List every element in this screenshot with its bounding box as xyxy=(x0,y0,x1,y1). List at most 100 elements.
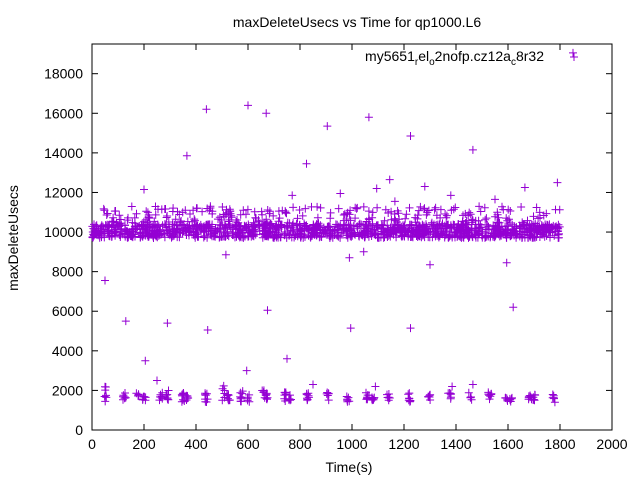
data-point xyxy=(398,221,407,230)
data-points xyxy=(88,48,577,407)
data-point xyxy=(481,215,490,224)
data-point xyxy=(127,202,136,211)
data-point xyxy=(415,232,424,241)
data-point xyxy=(420,205,428,214)
data-point xyxy=(494,213,503,222)
outlier-point xyxy=(520,183,529,192)
data-point xyxy=(548,390,557,399)
data-point xyxy=(154,222,163,231)
outlier-point xyxy=(262,109,271,118)
data-point xyxy=(201,395,210,404)
data-point xyxy=(532,232,541,241)
y-tick-label: 16000 xyxy=(44,105,83,121)
data-point xyxy=(471,230,480,239)
data-point xyxy=(493,208,502,217)
data-point xyxy=(242,210,250,219)
outlier-point xyxy=(203,326,212,334)
data-point xyxy=(290,230,299,239)
data-point xyxy=(451,203,460,212)
data-point xyxy=(334,204,343,213)
data-point xyxy=(357,220,366,229)
data-point xyxy=(182,227,190,236)
data-point xyxy=(555,205,564,214)
data-point xyxy=(261,391,270,400)
outlier-point xyxy=(468,380,477,389)
y-tick-label: 2000 xyxy=(52,382,83,398)
data-point xyxy=(336,221,345,230)
y-tick-label: 8000 xyxy=(52,264,83,280)
outlier-point xyxy=(263,306,272,315)
data-point xyxy=(177,217,186,225)
data-point xyxy=(226,209,235,218)
data-point xyxy=(433,229,442,238)
data-point xyxy=(486,392,495,401)
data-point xyxy=(420,233,429,242)
data-point xyxy=(132,389,141,398)
x-tick-label: 2000 xyxy=(596,436,627,452)
data-point xyxy=(504,205,513,214)
data-point xyxy=(101,383,110,391)
data-point xyxy=(352,204,361,213)
data-point xyxy=(129,230,138,239)
data-point xyxy=(401,214,410,223)
data-point xyxy=(371,231,380,240)
data-point xyxy=(549,391,558,400)
data-point xyxy=(511,229,520,238)
data-point xyxy=(258,386,267,395)
data-point xyxy=(102,391,110,400)
outlier-point xyxy=(244,101,252,110)
data-point xyxy=(102,211,111,219)
data-point xyxy=(502,233,511,242)
data-point xyxy=(164,386,173,395)
data-point xyxy=(369,395,378,404)
data-point xyxy=(424,206,433,215)
data-point xyxy=(228,231,237,239)
data-point xyxy=(105,223,114,232)
data-point xyxy=(295,206,304,214)
outlier-point xyxy=(372,184,381,193)
data-point xyxy=(103,227,112,236)
data-point xyxy=(466,393,475,402)
data-point xyxy=(455,223,464,232)
data-point xyxy=(161,205,170,213)
data-point xyxy=(402,210,411,219)
data-point xyxy=(426,227,435,236)
data-point xyxy=(464,388,473,397)
data-point xyxy=(88,222,97,231)
y-tick-label: 0 xyxy=(75,422,83,438)
data-point xyxy=(321,228,330,237)
data-point xyxy=(141,396,150,405)
data-point xyxy=(128,232,136,241)
data-point xyxy=(381,205,390,214)
data-point xyxy=(223,229,232,238)
data-point xyxy=(462,227,471,235)
data-point xyxy=(203,204,212,213)
data-point xyxy=(442,211,451,220)
data-point xyxy=(534,214,543,223)
y-tick-label: 14000 xyxy=(44,145,83,161)
data-point xyxy=(123,228,132,237)
data-point xyxy=(115,211,124,220)
legend-marker-plus xyxy=(570,53,578,61)
data-point xyxy=(360,229,369,237)
data-point xyxy=(202,220,211,229)
data-point xyxy=(343,208,352,217)
data-point xyxy=(339,216,348,225)
data-point xyxy=(218,203,227,211)
data-point xyxy=(227,213,236,222)
data-point xyxy=(225,396,234,405)
data-point xyxy=(124,213,132,222)
data-point xyxy=(342,231,351,240)
data-point xyxy=(427,218,436,227)
data-point xyxy=(236,210,245,219)
chart-text: maxDeleteUsecs vs Time for qp1000.L6 Tim… xyxy=(5,14,578,475)
data-point xyxy=(177,390,186,399)
data-point xyxy=(224,217,233,226)
data-point xyxy=(300,219,309,228)
data-point xyxy=(97,233,106,242)
data-point xyxy=(414,206,423,215)
data-point xyxy=(217,232,226,241)
data-point xyxy=(351,214,360,223)
data-point xyxy=(227,211,236,220)
